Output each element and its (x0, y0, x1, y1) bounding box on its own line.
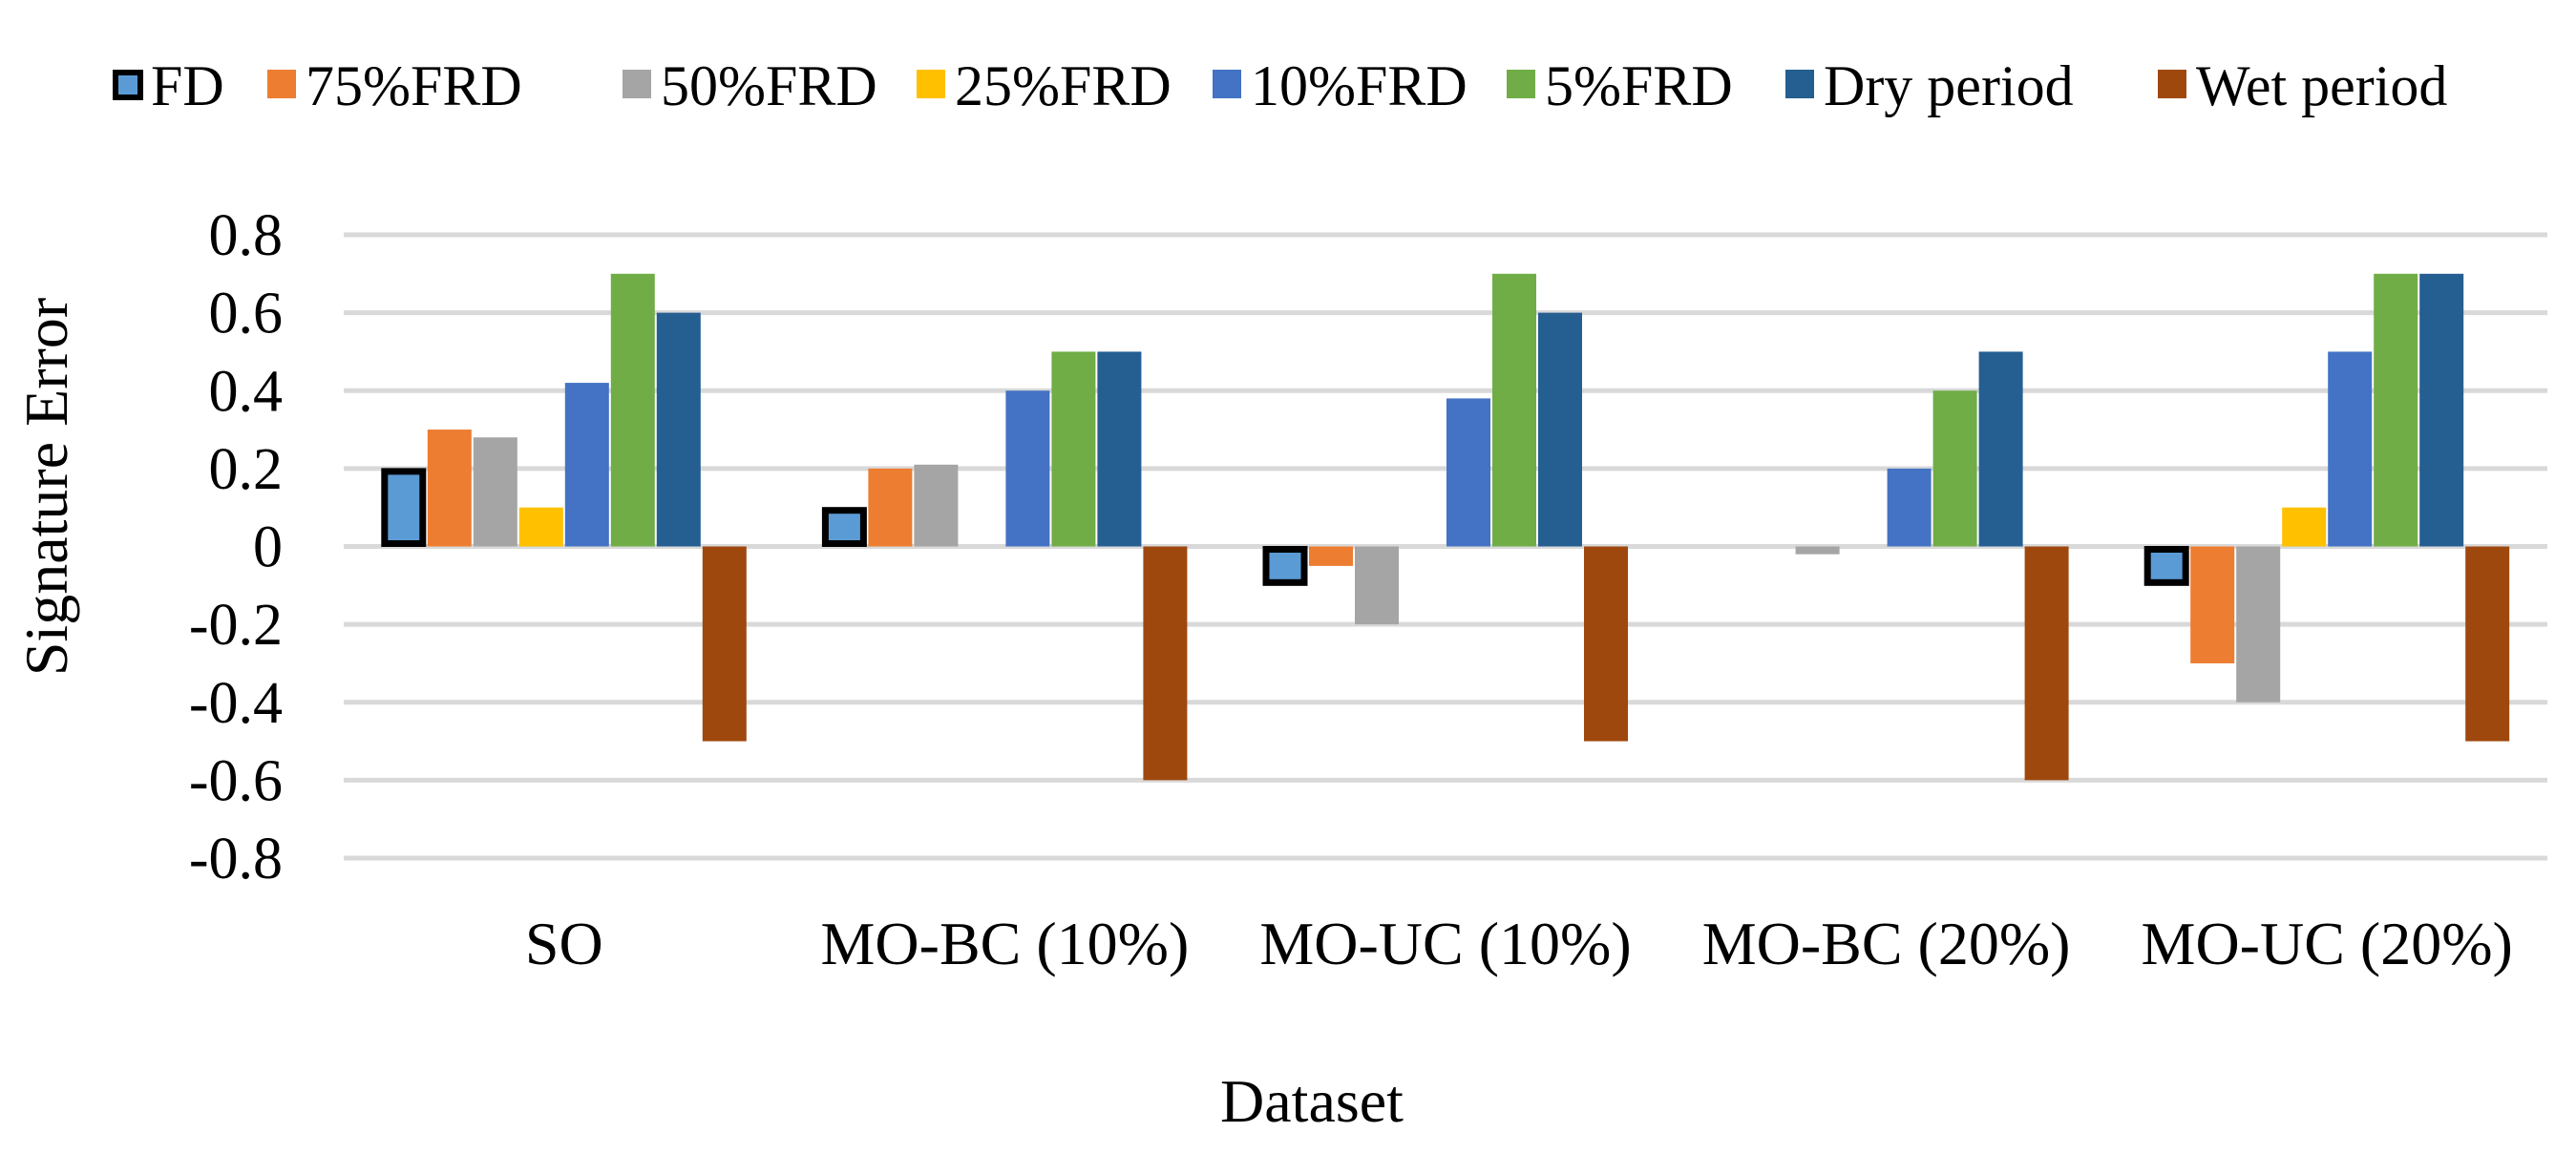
bar-10pctfrd-so (564, 383, 609, 547)
bar-wet-period-mo-uc-20pct (2465, 546, 2510, 742)
bar-dry-period-so (656, 312, 701, 547)
bar-fd-mo-bc-10pct (821, 507, 867, 547)
x-tick-label-mo-bc-20pct: MO-BC (20%) (1702, 910, 2071, 977)
bar-fd-mo-uc-20pct (2143, 546, 2189, 586)
y-tick-label: -0.6 (189, 748, 283, 813)
bar-5pctfrd-mo-bc-20pct (1932, 390, 1977, 547)
bar-25pctfrd-mo-uc-20pct (2282, 507, 2327, 547)
bar-75pctfrd-mo-uc-20pct (2190, 546, 2235, 663)
bar-dry-period-mo-uc-10pct (1538, 312, 1582, 547)
x-axis-label: Dataset (1220, 1067, 1404, 1135)
bar-75pctfrd-so (427, 430, 472, 547)
legend-label-fd: FD (151, 54, 224, 117)
x-tick-label-so: SO (525, 910, 603, 977)
y-tick-label: -0.2 (189, 593, 283, 658)
legend-label-dry-period: Dry period (1824, 54, 2074, 117)
bar-10pctfrd-mo-bc-20pct (1887, 468, 1932, 547)
bar-dry-period-mo-bc-10pct (1097, 351, 1142, 547)
y-tick-label: 0.4 (209, 359, 284, 424)
y-axis-ticks: 0.8 0.6 0.4 0.2 0 -0.2 -0.4 -0.6 -0.8 (189, 203, 283, 892)
x-axis-ticks: SO MO-BC (10%) MO-UC (10%) MO-BC (20%) MO-UC… (525, 910, 2513, 977)
bar-wet-period-mo-bc-20pct (2024, 546, 2069, 781)
bar-wet-period-mo-uc-10pct (1584, 546, 1628, 742)
bar-5pctfrd-mo-uc-20pct (2374, 273, 2418, 547)
bar-75pctfrd-mo-bc-10pct (868, 468, 913, 547)
bar-50pctfrd-mo-bc-20pct (1795, 546, 1840, 555)
bar-dry-period-mo-bc-20pct (1978, 351, 2023, 547)
legend-swatch-75pctfrd (267, 70, 296, 98)
x-tick-label-mo-uc-10pct: MO-UC (10%) (1259, 910, 1631, 977)
y-tick-label: -0.4 (189, 671, 283, 736)
bar-10pctfrd-mo-uc-10pct (1446, 398, 1490, 547)
bar-10pctfrd-mo-uc-20pct (2328, 351, 2373, 547)
y-tick-label: 0 (253, 515, 283, 580)
legend-label-75pctfrd: 75%FRD (306, 54, 522, 117)
x-tick-label-mo-uc-20pct: MO-UC (20%) (2142, 910, 2513, 977)
legend-swatch-fd (113, 70, 143, 100)
chart-legend: FD 75%FRD 50%FRD 25%FRD 10%FRD 5%FRD Dry perio… (113, 54, 2447, 117)
bar-50pctfrd-mo-uc-10pct (1355, 546, 1399, 625)
y-tick-label: 0.6 (209, 282, 284, 346)
y-axis-label: Signature Error (12, 298, 80, 676)
y-tick-label: -0.8 (189, 827, 283, 892)
x-tick-label-mo-bc-10pct: MO-BC (10%) (821, 910, 1190, 977)
bar-5pctfrd-mo-bc-10pct (1051, 351, 1096, 547)
bars (381, 273, 2510, 781)
bar-wet-period-mo-bc-10pct (1143, 546, 1188, 781)
legend-swatch-10pctfrd (1213, 70, 1241, 98)
bar-5pctfrd-mo-uc-10pct (1492, 273, 1536, 547)
legend-swatch-dry-period (1785, 70, 1814, 98)
legend-label-10pctfrd: 10%FRD (1251, 54, 1467, 117)
bar-fd-so (381, 468, 427, 547)
legend-label-25pctfrd: 25%FRD (955, 54, 1172, 117)
legend-swatch-25pctfrd (917, 70, 945, 98)
legend-label-wet-period: Wet period (2196, 54, 2447, 117)
legend-label-50pctfrd: 50%FRD (661, 54, 877, 117)
y-tick-label: 0.2 (209, 437, 284, 502)
legend-swatch-50pctfrd (623, 70, 651, 98)
bar-25pctfrd-so (518, 507, 563, 547)
bar-10pctfrd-mo-bc-10pct (1005, 390, 1050, 547)
legend-swatch-5pctfrd (1507, 70, 1535, 98)
bar-wet-period-so (702, 546, 747, 742)
bar-75pctfrd-mo-uc-10pct (1309, 546, 1353, 566)
bar-5pctfrd-so (610, 273, 655, 547)
bar-fd-mo-uc-10pct (1262, 546, 1308, 586)
legend-label-5pctfrd: 5%FRD (1545, 54, 1733, 117)
bar-50pctfrd-mo-uc-20pct (2236, 546, 2281, 703)
y-tick-label: 0.8 (209, 203, 284, 268)
bar-dry-period-mo-uc-20pct (2419, 273, 2464, 547)
bar-50pctfrd-so (473, 437, 517, 547)
bar-50pctfrd-mo-bc-10pct (914, 464, 959, 547)
legend-swatch-wet-period (2158, 70, 2186, 98)
